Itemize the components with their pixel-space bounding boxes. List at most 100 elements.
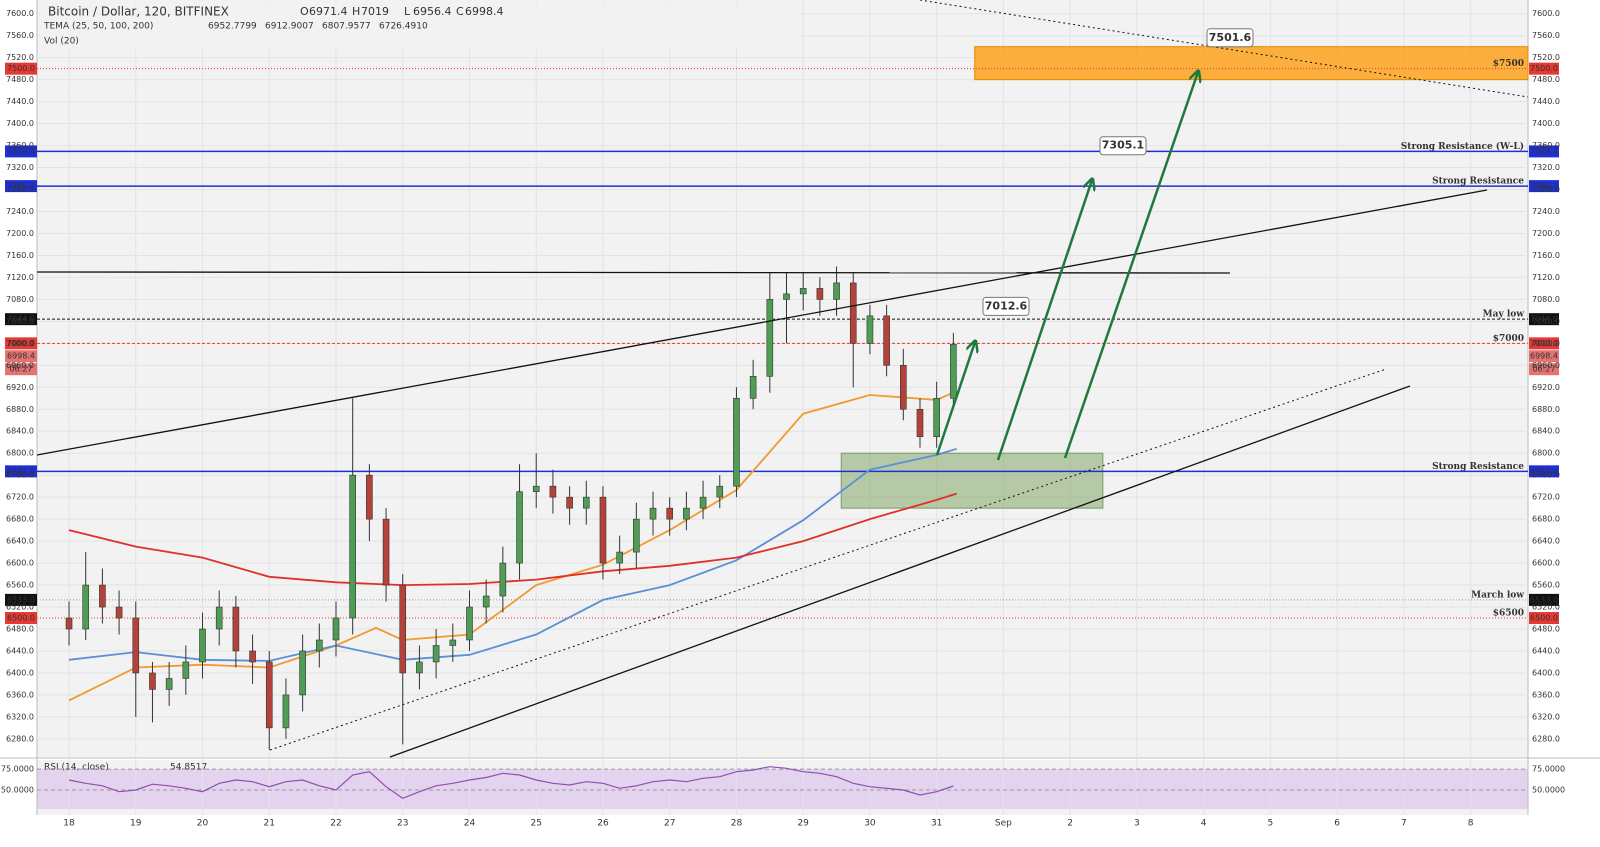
indicator-value: 6912.9007 xyxy=(265,22,314,32)
price-tag-label: 6500.0 xyxy=(7,614,35,623)
target-arrow xyxy=(935,342,975,456)
price-tag xyxy=(1529,180,1559,193)
rsi-tick-label: 50.0000 xyxy=(1,786,34,795)
price-tag xyxy=(5,593,37,606)
price-tag-label: 6533.0 xyxy=(1530,595,1558,604)
y-tick-label: 6320.0 xyxy=(6,712,34,721)
legend-bg xyxy=(40,2,800,50)
y-tick-label: 6640.0 xyxy=(6,537,34,546)
y-tick-label: 6520.0 xyxy=(6,603,34,612)
rsi-band xyxy=(37,769,1528,809)
price-tag xyxy=(1529,145,1559,158)
x-tick-label: 19 xyxy=(130,819,142,829)
y-tick-label: 6920.0 xyxy=(6,383,34,392)
candle-body xyxy=(799,288,807,295)
countdown: 06:27 xyxy=(1532,365,1555,374)
candle-body xyxy=(582,496,590,509)
y-tick-label: 7200.0 xyxy=(1532,229,1560,238)
y-tick-label: 6920.0 xyxy=(1532,383,1560,392)
y-tick-label: 7560.0 xyxy=(1532,31,1560,40)
y-tick-label: 7320.0 xyxy=(1532,163,1560,172)
y-tick-label: 6960.0 xyxy=(6,361,34,370)
y-tick-label: 7560.0 xyxy=(6,31,34,40)
y-tick-label: 6760.0 xyxy=(6,471,34,480)
y-tick-label: 7080.0 xyxy=(6,295,34,304)
rsi-tick-label: 75.0000 xyxy=(1,765,34,774)
drawings xyxy=(36,0,1529,758)
candle-body xyxy=(916,408,924,438)
candle-body xyxy=(149,672,156,690)
price-tag xyxy=(1529,612,1559,625)
chart-title: Bitcoin / Dollar, 120, BITFINEX xyxy=(48,5,229,19)
candle-body xyxy=(299,650,306,696)
ohlc-key: C xyxy=(456,5,464,18)
y-tick-label: 7320.0 xyxy=(6,163,34,172)
rsi-tick-label: 50.0000 xyxy=(1532,786,1565,795)
target-label: 7012.6 xyxy=(985,299,1028,312)
x-tick-label: 18 xyxy=(63,819,75,829)
y-tick-label: 7200.0 xyxy=(6,229,34,238)
x-tick-label: 2 xyxy=(1067,819,1073,829)
candle-body xyxy=(883,315,890,366)
y-tick-label: 7600.0 xyxy=(6,9,34,18)
countdown: 06:27 xyxy=(9,365,32,374)
candle-body xyxy=(466,606,473,641)
x-tick-label: 4 xyxy=(1201,819,1207,829)
price-tag xyxy=(1529,62,1559,75)
price-tag-label: 7286.2 xyxy=(1530,182,1558,191)
x-tick-label: 23 xyxy=(397,819,408,829)
x-tick-label: 22 xyxy=(330,819,341,829)
price-tag-label: 7000.0 xyxy=(1530,339,1558,348)
candle-body xyxy=(115,606,123,619)
y-tick-label: 6880.0 xyxy=(6,405,34,414)
y-tick-label: 7400.0 xyxy=(6,119,34,128)
y-tick-label: 6800.0 xyxy=(1532,449,1560,458)
x-tick-label: 6 xyxy=(1334,819,1340,829)
candle-body xyxy=(616,551,623,564)
y-tick-label: 6440.0 xyxy=(1532,646,1560,655)
level-label: Strong Resistance xyxy=(1432,177,1524,187)
level-label: $7500 xyxy=(1493,59,1524,69)
price-tag xyxy=(5,337,37,350)
ohlc-value: 6998.4 xyxy=(465,5,504,18)
candle-body xyxy=(749,376,757,399)
trend-line xyxy=(36,189,1488,456)
price-tag xyxy=(1529,313,1559,326)
background-layer xyxy=(37,0,1529,815)
price-tag-label: 7500.0 xyxy=(7,64,35,73)
y-tick-label: 6760.0 xyxy=(1532,471,1560,480)
y-tick-label: 6960.0 xyxy=(1532,361,1560,370)
x-tick-label: 20 xyxy=(197,819,209,829)
candle-body xyxy=(833,282,840,300)
price-tag-label: 7286.2 xyxy=(7,182,35,191)
candle-body xyxy=(566,496,573,509)
target-label: 7305.1 xyxy=(1102,139,1144,152)
y-tick-label: 7480.0 xyxy=(1532,75,1560,84)
y-tick-label: 6680.0 xyxy=(6,515,34,524)
y-tick-label: 7440.0 xyxy=(1532,97,1560,106)
candle-body xyxy=(182,661,190,679)
y-tick-label: 6280.0 xyxy=(6,734,34,743)
y-tick-label: 7360.0 xyxy=(6,141,34,150)
candle-body xyxy=(416,661,423,674)
y-tick-label: 6400.0 xyxy=(6,668,34,677)
y-tick-label: 6360.0 xyxy=(6,690,34,699)
level-label: Strong Resistance (W-L) xyxy=(1401,141,1524,152)
candle-body xyxy=(432,645,440,663)
candle-body xyxy=(950,343,957,399)
candle-body xyxy=(82,584,90,630)
price-tag xyxy=(5,612,37,625)
price-tag-label: 7000.0 xyxy=(7,339,35,348)
front-layer: $7500 7500.0 7500.0 Strong Resistance (W-L)… xyxy=(5,28,1559,625)
level-label: May low xyxy=(1483,310,1525,320)
last-price-tag xyxy=(1529,350,1559,363)
level-label: $6500 xyxy=(1493,609,1524,619)
y-tick-label: 7400.0 xyxy=(1532,119,1560,128)
candle-body xyxy=(332,617,340,641)
target-label: 7501.6 xyxy=(1209,31,1252,44)
y-tick-label: 6680.0 xyxy=(1532,515,1560,524)
y-tick-label: 6560.0 xyxy=(6,581,34,590)
y-tick-label: 7520.0 xyxy=(6,53,34,62)
candle-body xyxy=(816,288,824,300)
